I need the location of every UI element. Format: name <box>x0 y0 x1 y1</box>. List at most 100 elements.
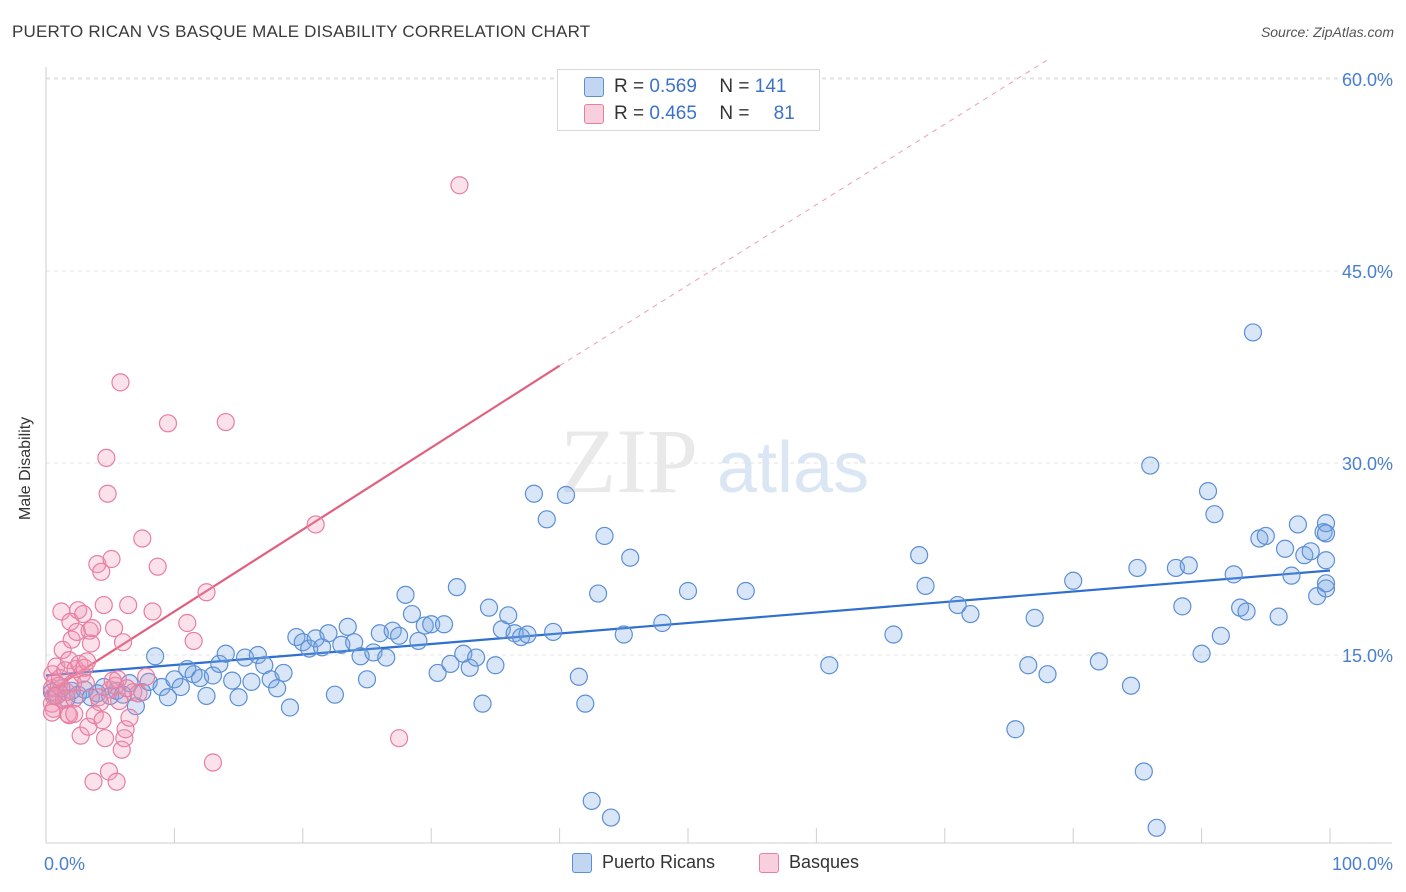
point-puerto-ricans <box>460 658 479 677</box>
point-puerto-ricans <box>1316 551 1336 570</box>
legend-n-label: N = <box>719 76 750 97</box>
point-basques <box>99 762 119 781</box>
point-puerto-ricans <box>569 667 588 686</box>
point-puerto-ricans <box>422 615 441 634</box>
point-basques <box>44 686 63 706</box>
legend-swatch-blue <box>572 852 592 873</box>
point-puerto-ricans <box>467 648 486 667</box>
point-basques <box>216 412 235 432</box>
point-puerto-ricans <box>390 626 409 645</box>
legend-r-label: R = <box>614 76 645 97</box>
point-puerto-ricans <box>1134 762 1153 781</box>
legend-n-value: 141 <box>754 76 787 97</box>
point-basques <box>184 631 203 651</box>
point-basques <box>107 772 126 791</box>
point-basques <box>98 484 117 503</box>
point-puerto-ricans <box>621 548 640 567</box>
legend-item-puerto-ricans[interactable]: Puerto Ricans <box>572 852 715 873</box>
point-puerto-ricans <box>884 625 903 644</box>
point-puerto-ricans <box>1141 456 1160 475</box>
legend-label-basques: Basques <box>789 852 860 872</box>
x-tick-label: 100.0% <box>1332 854 1393 874</box>
point-puerto-ricans <box>268 679 287 698</box>
point-basques <box>119 595 138 615</box>
point-basques <box>104 619 124 638</box>
point-puerto-ricans <box>736 581 755 601</box>
point-puerto-ricans <box>274 663 293 683</box>
point-puerto-ricans <box>1316 579 1336 598</box>
point-puerto-ricans <box>242 672 261 691</box>
point-basques <box>148 557 167 576</box>
point-puerto-ricans <box>1179 556 1198 575</box>
point-puerto-ricans <box>916 576 935 595</box>
point-puerto-ricans <box>1275 539 1295 558</box>
point-puerto-ricans <box>582 791 601 811</box>
y-tick-label: 60.0% <box>1342 70 1393 90</box>
trend-line-basques <box>45 364 561 695</box>
x-tick-label: 0.0% <box>44 854 85 874</box>
point-puerto-ricans <box>614 625 633 644</box>
y-tick-label: 30.0% <box>1342 454 1393 474</box>
legend-n-label: N = <box>719 103 750 124</box>
point-puerto-ricans <box>518 625 537 644</box>
point-puerto-ricans <box>229 688 248 707</box>
point-puerto-ricans <box>280 698 300 717</box>
point-puerto-ricans <box>1147 818 1166 837</box>
point-basques <box>65 704 84 723</box>
point-puerto-ricans <box>1269 607 1288 626</box>
legend-r-value: 0.569 <box>649 76 697 97</box>
point-basques <box>116 720 135 739</box>
legend-n-value: 81 <box>773 103 795 124</box>
point-puerto-ricans <box>1211 626 1230 645</box>
point-puerto-ricans <box>1301 542 1320 561</box>
point-puerto-ricans <box>1173 597 1192 616</box>
point-basques <box>178 613 197 633</box>
point-basques <box>306 515 325 534</box>
point-puerto-ricans <box>537 510 556 529</box>
point-puerto-ricans <box>325 685 344 704</box>
point-basques <box>60 651 79 670</box>
point-basques <box>92 562 111 581</box>
legend-r-label: R = <box>614 103 645 124</box>
point-puerto-ricans <box>486 656 505 675</box>
point-puerto-ricans <box>146 647 165 666</box>
point-puerto-ricans <box>1288 515 1308 534</box>
point-basques <box>58 704 77 723</box>
point-puerto-ricans <box>595 526 614 546</box>
point-basques <box>94 595 113 615</box>
legend-swatch-pink <box>584 104 604 124</box>
point-puerto-ricans <box>203 666 223 685</box>
point-puerto-ricans <box>409 631 428 651</box>
point-basques <box>89 688 108 707</box>
point-basques <box>103 671 122 690</box>
point-puerto-ricans <box>948 595 967 615</box>
point-puerto-ricans <box>441 654 460 674</box>
tick-labels: 15.0% 30.0% 45.0% 60.0% 0.0% 100.0% <box>44 70 1393 874</box>
point-basques <box>81 634 101 653</box>
chart-title: PUERTO RICAN VS BASQUE MALE DISABILITY C… <box>12 22 591 41</box>
point-puerto-ricans <box>601 808 621 827</box>
point-basques <box>117 679 136 698</box>
point-puerto-ricans <box>1019 656 1038 675</box>
point-basques <box>203 753 223 772</box>
point-basques <box>97 448 116 467</box>
point-basques <box>113 633 133 652</box>
point-basques <box>65 689 84 708</box>
point-puerto-ricans <box>1038 665 1057 684</box>
point-puerto-ricans <box>1316 574 1336 593</box>
point-basques <box>95 729 115 748</box>
point-puerto-ricans <box>1089 652 1108 671</box>
point-puerto-ricans <box>434 615 454 634</box>
point-puerto-ricans <box>524 484 544 503</box>
point-basques <box>83 619 102 638</box>
point-basques <box>84 772 103 791</box>
point-puerto-ricans <box>1192 644 1211 663</box>
point-puerto-ricans <box>216 644 235 663</box>
point-puerto-ricans <box>402 604 422 624</box>
legend-item-basques[interactable]: Basques <box>759 852 859 873</box>
point-basques <box>53 640 72 659</box>
point-puerto-ricans <box>576 694 595 713</box>
legend-swatch-blue <box>584 77 604 97</box>
point-puerto-ricans <box>1243 323 1263 342</box>
